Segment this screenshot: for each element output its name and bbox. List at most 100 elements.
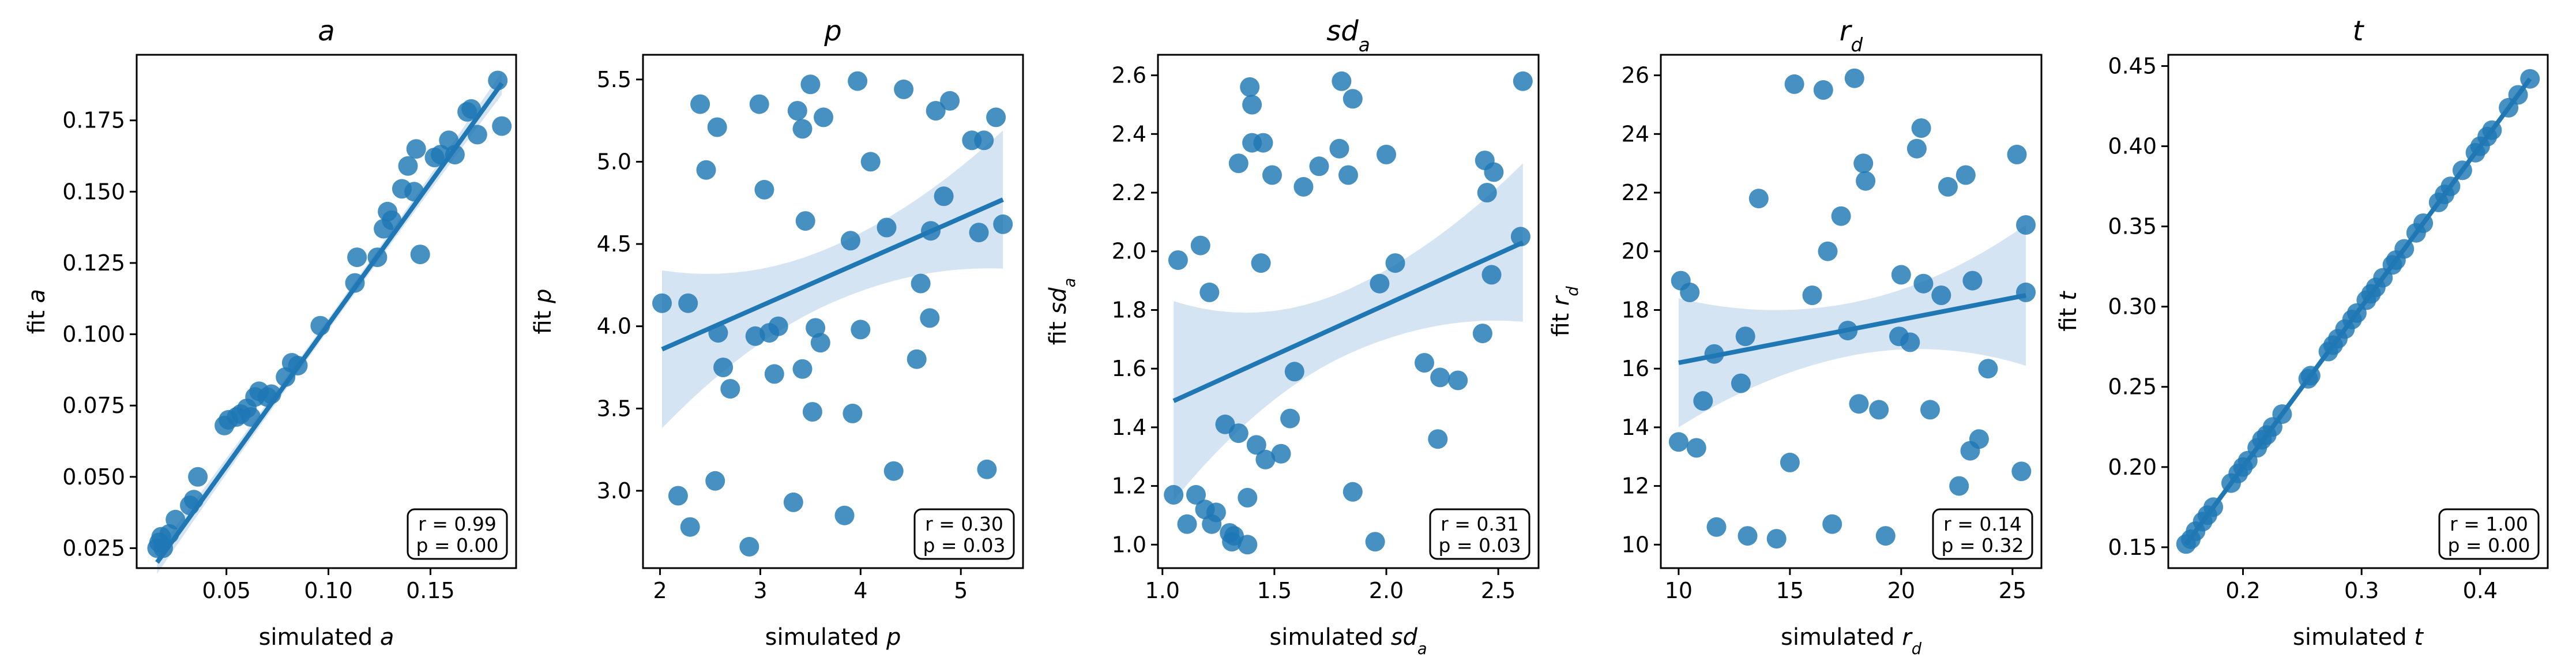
- y-tick-label: 18: [1622, 297, 1649, 322]
- data-point: [2007, 144, 2027, 164]
- data-point: [1428, 429, 1448, 449]
- stat-p: p = 0.03: [1438, 534, 1521, 557]
- data-point: [445, 145, 465, 165]
- data-point: [749, 94, 769, 114]
- y-label-prefix: fit: [2055, 300, 2082, 332]
- x-axis-label: simulated rd: [1781, 624, 1922, 658]
- stats-box: [407, 508, 508, 560]
- x-label-prefix: simulated: [1781, 624, 1902, 651]
- data-point: [1856, 171, 1876, 191]
- x-tick-label: 15: [1776, 578, 1804, 603]
- y-tick-label: 5.0: [597, 149, 631, 174]
- subplot-5: 0.2 0.3 0.40.150.200.250.300.350.400.45tsi…: [2055, 15, 2549, 651]
- data-point: [934, 186, 954, 206]
- data-point: [1484, 162, 1504, 182]
- y-tick-label: 2.4: [1112, 121, 1146, 146]
- title-subscript: d: [1851, 34, 1863, 56]
- y-tick-label: 20: [1622, 239, 1649, 264]
- subplot-title: sda: [1326, 15, 1370, 56]
- data-point: [1680, 282, 1700, 302]
- data-point: [1784, 74, 1804, 94]
- data-point: [1332, 71, 1352, 91]
- data-point: [1186, 484, 1206, 505]
- data-point: [1370, 273, 1390, 294]
- y-tick-label: 4.5: [597, 231, 631, 257]
- x-tick-label: 1.5: [1257, 578, 1292, 603]
- data-point: [166, 509, 186, 529]
- data-point: [1238, 535, 1258, 555]
- data-point: [1748, 189, 1769, 209]
- y-tick-label: 0.20: [2108, 454, 2157, 480]
- data-point: [986, 107, 1006, 127]
- data-point: [792, 359, 813, 379]
- stat-p: p = 0.00: [2447, 534, 2530, 557]
- data-point: [1731, 373, 1751, 393]
- axes-frame: [136, 54, 517, 569]
- data-point: [1228, 153, 1248, 174]
- y-tick-label: 0.35: [2108, 214, 2157, 239]
- data-point: [1430, 367, 1450, 388]
- data-point: [806, 318, 826, 338]
- data-point: [974, 130, 994, 151]
- x-tick-label: 5: [954, 578, 968, 603]
- y-tick-label: 24: [1622, 121, 1649, 146]
- axes-frame: [1660, 54, 2043, 569]
- x-tick-label: 2.5: [1481, 578, 1515, 603]
- x-label-symbol: sd: [1391, 624, 1418, 651]
- data-point: [843, 403, 863, 423]
- x-tick-label: 0.4: [2463, 578, 2498, 603]
- data-point: [1962, 270, 1983, 291]
- y-tick-label: 26: [1622, 63, 1649, 88]
- x-axis-label: simulated a: [259, 624, 394, 651]
- data-point: [768, 316, 788, 336]
- data-point: [851, 320, 871, 340]
- data-point: [1686, 438, 1706, 458]
- title-symbol: p: [823, 15, 841, 47]
- y-tick-label: 0.15: [2108, 535, 2157, 560]
- data-point: [1168, 250, 1188, 270]
- y-tick-label: 2.0: [1112, 239, 1146, 264]
- data-point: [1906, 138, 1927, 159]
- subplot-title: p: [823, 15, 841, 47]
- title-symbol: r: [1840, 15, 1853, 47]
- data-point: [1978, 359, 1998, 379]
- data-point: [713, 358, 734, 377]
- data-point: [1262, 165, 1282, 185]
- data-point: [1920, 400, 1940, 420]
- y-tick-label: 14: [1622, 415, 1649, 440]
- y-tick-label: 3.5: [597, 396, 631, 421]
- x-axis-label: simulated t: [2293, 624, 2424, 651]
- data-point: [1448, 370, 1468, 390]
- data-point: [754, 179, 774, 200]
- data-point: [1955, 165, 1976, 185]
- y-tick-label: 1.0: [1112, 532, 1146, 557]
- x-label-symbol: t: [2414, 624, 2424, 651]
- data-point: [1693, 391, 1713, 411]
- subplot-title: rd: [1840, 15, 1863, 56]
- data-point: [680, 517, 700, 537]
- data-point: [1818, 241, 1838, 261]
- x-label-subscript: d: [1912, 640, 1922, 658]
- y-label-subscript: d: [1564, 286, 1582, 296]
- x-tick-label: 0.3: [2344, 578, 2379, 603]
- axes-frame: [1157, 54, 1540, 569]
- y-label-subscript: a: [1061, 278, 1079, 288]
- stat-p: p = 0.32: [1941, 534, 2024, 557]
- x-tick-label: 25: [1999, 578, 2026, 603]
- data-point: [877, 217, 897, 238]
- data-point: [1246, 435, 1266, 455]
- x-label-symbol: a: [380, 624, 394, 651]
- data-point: [1822, 514, 1842, 534]
- data-point: [1242, 95, 1262, 115]
- y-label-prefix: fit: [24, 303, 50, 334]
- data-point: [720, 379, 740, 399]
- y-tick-label: 2.6: [1112, 63, 1146, 88]
- x-label-symbol: r: [1902, 624, 1913, 651]
- axes-frame: [642, 54, 1024, 569]
- y-tick-label: 0.100: [62, 322, 125, 347]
- x-label-prefix: simulated: [1269, 624, 1390, 651]
- x-axis-label: simulated p: [765, 624, 901, 651]
- x-label-subscript: a: [1417, 640, 1427, 658]
- subplot-title: t: [2353, 15, 2365, 47]
